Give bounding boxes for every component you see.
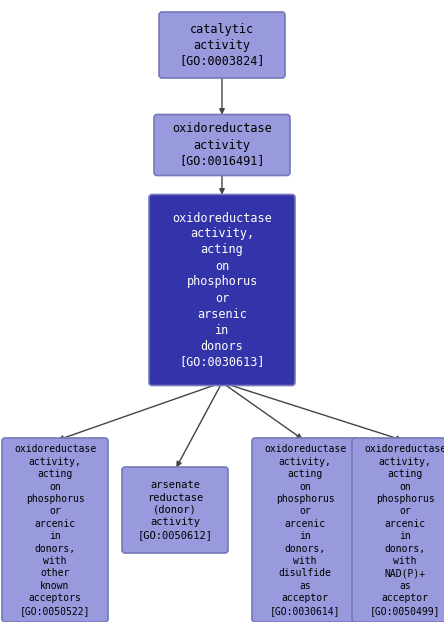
FancyBboxPatch shape <box>252 438 358 622</box>
FancyBboxPatch shape <box>159 12 285 78</box>
Text: catalytic
activity
[GO:0003824]: catalytic activity [GO:0003824] <box>179 22 265 68</box>
FancyBboxPatch shape <box>352 438 444 622</box>
FancyBboxPatch shape <box>122 467 228 553</box>
FancyBboxPatch shape <box>154 114 290 175</box>
Text: oxidoreductase
activity,
acting
on
phosphorus
or
arcenic
in
donors,
with
NAD(P)+: oxidoreductase activity, acting on phosp… <box>364 444 444 616</box>
Text: oxidoreductase
activity
[GO:0016491]: oxidoreductase activity [GO:0016491] <box>172 123 272 167</box>
Text: oxidoreductase
activity,
acting
on
phosphorus
or
arcenic
in
donors,
with
disulfi: oxidoreductase activity, acting on phosp… <box>264 444 346 616</box>
Text: oxidoreductase
activity,
acting
on
phosphorus
or
arsenic
in
donors
[GO:0030613]: oxidoreductase activity, acting on phosp… <box>172 211 272 368</box>
Text: oxidoreductase
activity,
acting
on
phosphorus
or
arcenic
in
donors,
with
other
k: oxidoreductase activity, acting on phosp… <box>14 444 96 616</box>
FancyBboxPatch shape <box>149 195 295 386</box>
Text: arsenate
reductase
(donor)
activity
[GO:0050612]: arsenate reductase (donor) activity [GO:… <box>138 480 213 540</box>
FancyBboxPatch shape <box>2 438 108 622</box>
